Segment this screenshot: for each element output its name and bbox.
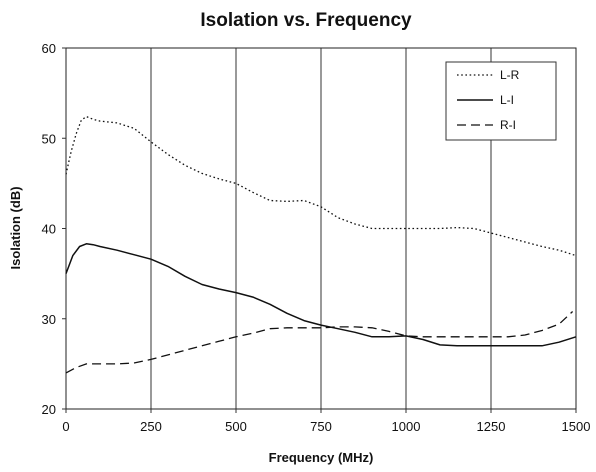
y-tick-label: 20 bbox=[42, 402, 56, 417]
x-tick-label: 1250 bbox=[477, 419, 506, 434]
legend-box bbox=[445, 61, 557, 141]
x-tick-label: 0 bbox=[62, 419, 69, 434]
x-tick-label: 1500 bbox=[562, 419, 591, 434]
y-tick-label: 40 bbox=[42, 222, 56, 237]
y-tick-label: 60 bbox=[42, 41, 56, 56]
legend-label: L-R bbox=[500, 68, 520, 82]
legend-label: R-I bbox=[500, 118, 516, 132]
legend-label: L-I bbox=[500, 93, 514, 107]
grid-lines bbox=[150, 48, 492, 409]
x-tick-label: 500 bbox=[225, 419, 247, 434]
legend: L-R L-I R-I bbox=[445, 61, 557, 141]
x-axis-title: Frequency (MHz) bbox=[269, 450, 374, 465]
x-tick-label: 750 bbox=[310, 419, 332, 434]
y-tick-label: 30 bbox=[42, 312, 56, 327]
x-tick-label: 250 bbox=[140, 419, 162, 434]
x-tick-label: 1000 bbox=[392, 419, 421, 434]
y-tick-label: 50 bbox=[42, 131, 56, 146]
y-axis-title: Isolation (dB) bbox=[8, 186, 23, 269]
series-line-l-i bbox=[65, 243, 577, 347]
series-lines bbox=[65, 115, 577, 374]
axes: 0 250 500 750 1000 1250 1500 20 30 40 50 60 bbox=[42, 41, 591, 434]
series-line-l-r bbox=[65, 115, 577, 257]
series-line-r-i bbox=[65, 311, 574, 374]
chart-title: Isolation vs. Frequency bbox=[200, 10, 412, 31]
